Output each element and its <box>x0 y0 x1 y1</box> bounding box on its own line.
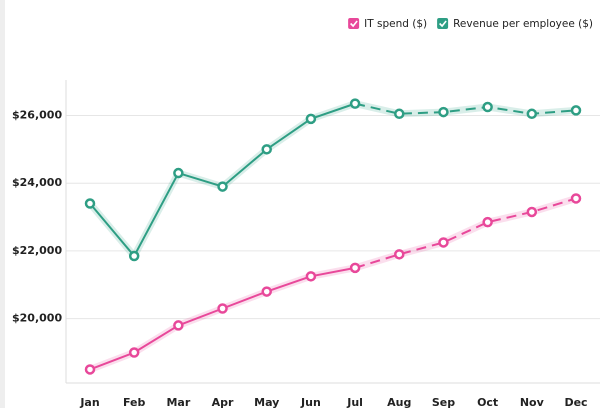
x-tick-label: Oct <box>477 396 498 408</box>
y-tick-label: $26,000 <box>12 108 62 121</box>
point <box>526 206 538 218</box>
point <box>482 101 493 113</box>
point <box>349 98 361 109</box>
legend-check <box>350 20 358 28</box>
point <box>261 286 272 297</box>
point <box>438 237 449 248</box>
point <box>394 108 405 120</box>
point <box>305 113 317 125</box>
point <box>84 364 96 375</box>
point <box>128 250 140 262</box>
page-edge <box>0 0 5 408</box>
point <box>261 144 272 155</box>
x-tick-label: Aug <box>387 396 411 408</box>
forecast-line <box>354 197 577 269</box>
legend-swatch <box>348 18 360 29</box>
x-tick-label: Feb <box>123 396 146 408</box>
point <box>349 262 361 274</box>
x-tick-label: Jan <box>79 396 99 408</box>
legend-check <box>439 20 447 28</box>
point <box>526 108 538 120</box>
point <box>217 303 228 314</box>
point <box>482 216 493 228</box>
legend-swatch <box>437 18 449 29</box>
line-glow <box>87 100 357 260</box>
x-tick-label: Apr <box>212 396 234 408</box>
x-tick-label: Jun <box>300 396 321 408</box>
point <box>173 167 184 179</box>
point <box>84 198 96 209</box>
x-tick-label: May <box>254 396 279 408</box>
x-tick-label: Sep <box>432 396 455 408</box>
point <box>570 105 582 116</box>
point <box>570 193 582 204</box>
legend-label: IT spend ($) <box>364 18 427 30</box>
point <box>173 320 184 331</box>
x-tick-label: Mar <box>166 396 190 408</box>
series-line <box>89 102 356 258</box>
point <box>394 249 405 260</box>
y-tick-label: $22,000 <box>12 244 62 257</box>
x-tick-label: Nov <box>520 396 545 408</box>
point <box>128 347 140 358</box>
y-tick-label: $20,000 <box>12 312 62 325</box>
point <box>217 181 228 192</box>
point <box>438 106 449 118</box>
point <box>305 271 317 282</box>
x-tick-label: Jul <box>346 396 363 408</box>
y-tick-label: $24,000 <box>12 176 62 189</box>
forecast-line <box>354 102 577 115</box>
legend-label: Revenue per employee ($) <box>453 18 593 30</box>
x-tick-label: Dec <box>564 396 587 408</box>
